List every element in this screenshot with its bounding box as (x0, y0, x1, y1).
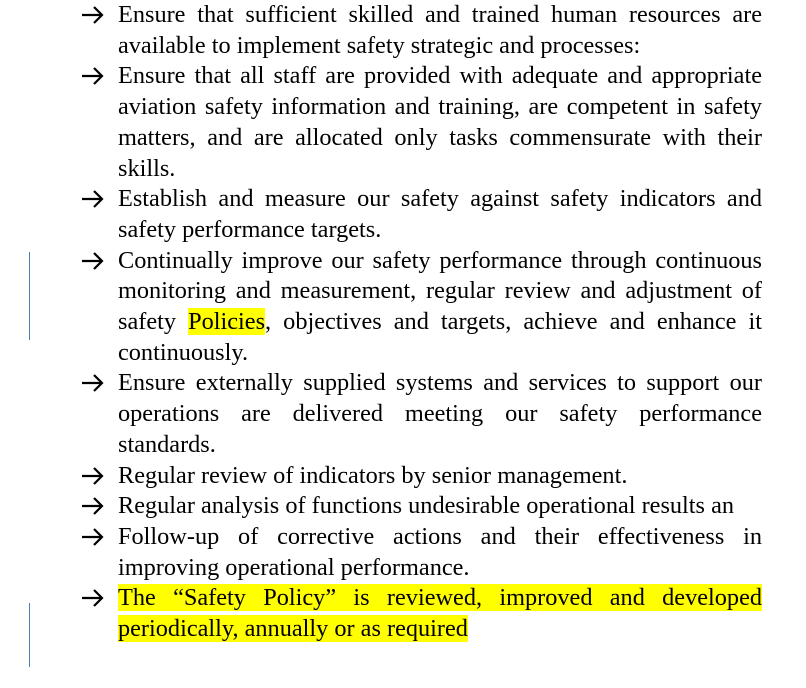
list-item-text: Ensure externally supplied systems and s… (118, 369, 762, 458)
list-item-text: Regular review of indicators by senior m… (118, 461, 628, 489)
arrow-right-icon (82, 251, 104, 270)
arrow-right-icon (82, 67, 104, 86)
list-item: Establish and measure our safety against… (0, 184, 762, 245)
list-item: Regular analysis of functions undesirabl… (0, 491, 762, 522)
arrow-right-icon (82, 528, 104, 546)
highlighted-word: Policies (188, 308, 266, 336)
list-item: Continually improve our safety performan… (0, 246, 762, 369)
revision-change-bar (29, 603, 30, 667)
list-item-text: Continually improve our safety performan… (118, 247, 762, 366)
safety-commitments-list: Ensure that sufficient skilled and train… (0, 0, 762, 644)
list-item-text: Ensure that all staff are provided with … (118, 62, 762, 182)
list-item: Follow-up of corrective actions and thei… (0, 522, 762, 583)
list-item: Ensure externally supplied systems and s… (0, 368, 762, 460)
list-item-text: Follow-up of corrective actions and thei… (118, 522, 762, 581)
list-item: Regular review of indicators by senior m… (0, 461, 762, 492)
list-item-text-highlighted: The “Safety Policy” is reviewed, improve… (118, 584, 762, 643)
arrow-right-icon (82, 589, 104, 608)
revision-change-bar (29, 252, 30, 340)
arrow-right-icon (82, 6, 104, 24)
arrow-right-icon (82, 374, 104, 393)
arrow-right-icon (82, 190, 104, 208)
list-item: Ensure that sufficient skilled and train… (0, 0, 762, 61)
list-item-text-after: , objectives and targets, achieve and en… (118, 308, 762, 366)
list-item: Ensure that all staff are provided with … (0, 61, 762, 184)
arrow-right-icon (82, 497, 104, 516)
arrow-right-icon (82, 466, 104, 485)
list-item-text: Establish and measure our safety against… (118, 185, 762, 243)
list-item: The “Safety Policy” is reviewed, improve… (0, 583, 762, 644)
list-item-text: Ensure that sufficient skilled and train… (118, 1, 762, 59)
list-item-text-before: Continually improve our safety performan… (118, 246, 762, 336)
list-item-text: Regular analysis of functions undesirabl… (118, 492, 735, 520)
